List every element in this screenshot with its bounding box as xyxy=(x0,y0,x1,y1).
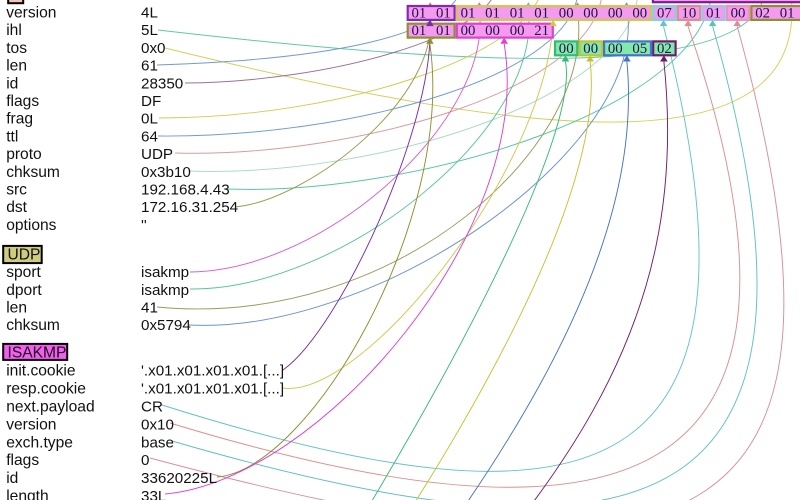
svg-text:src: src xyxy=(6,182,27,199)
svg-text:ttl: ttl xyxy=(6,128,18,145)
svg-text:version: version xyxy=(6,5,56,22)
svg-text:0: 0 xyxy=(141,452,149,469)
svg-text:5L: 5L xyxy=(141,22,158,39)
svg-text:id: id xyxy=(6,470,18,487)
svg-text:isakmp: isakmp xyxy=(141,264,189,281)
svg-text:DF: DF xyxy=(141,93,161,110)
svg-text:64: 64 xyxy=(141,128,158,145)
svg-text:00: 00 xyxy=(583,6,598,22)
svg-text:00: 00 xyxy=(583,41,598,57)
svg-text:CR: CR xyxy=(141,398,163,415)
svg-text:01: 01 xyxy=(461,6,476,22)
svg-text:chksum: chksum xyxy=(6,164,60,181)
svg-text:01: 01 xyxy=(436,23,451,39)
svg-text:'.x01.x01.x01.x01.[...]: '.x01.x01.x01.x01.[...] xyxy=(141,380,284,397)
svg-text:base: base xyxy=(141,434,174,451)
svg-text:61: 61 xyxy=(141,58,158,75)
svg-text:'': '' xyxy=(141,217,147,234)
svg-text:41: 41 xyxy=(141,300,158,317)
svg-text:version: version xyxy=(6,416,56,433)
svg-text:init.cookie: init.cookie xyxy=(6,363,75,380)
svg-text:length: length xyxy=(6,488,49,500)
svg-text:00: 00 xyxy=(485,23,500,39)
svg-text:next.payload: next.payload xyxy=(6,398,94,415)
svg-text:id: id xyxy=(6,75,18,92)
svg-text:len: len xyxy=(6,58,27,75)
svg-text:01: 01 xyxy=(706,6,721,22)
svg-text:proto: proto xyxy=(6,146,42,163)
svg-text:isakmp: isakmp xyxy=(141,282,189,299)
svg-text:'.x01.x01.x01.x01.[...]: '.x01.x01.x01.x01.[...] xyxy=(141,363,284,380)
svg-text:UDP: UDP xyxy=(8,246,41,263)
svg-text:0L: 0L xyxy=(141,111,158,128)
svg-text:frag: frag xyxy=(6,111,33,128)
svg-text:UDP: UDP xyxy=(141,146,173,163)
svg-text:10: 10 xyxy=(682,6,697,22)
svg-text:flags: flags xyxy=(6,452,39,469)
svg-text:00: 00 xyxy=(559,41,574,57)
svg-text:0x10: 0x10 xyxy=(141,416,174,433)
svg-text:4L: 4L xyxy=(141,5,158,22)
svg-text:01: 01 xyxy=(412,23,427,39)
svg-text:00: 00 xyxy=(608,6,623,22)
svg-text:172.16.31.254: 172.16.31.254 xyxy=(141,199,238,216)
svg-text:0x3b10: 0x3b10 xyxy=(141,164,191,181)
svg-text:tos: tos xyxy=(6,40,27,57)
svg-text:192.168.4.43: 192.168.4.43 xyxy=(141,182,230,199)
svg-text:0x5794: 0x5794 xyxy=(141,317,191,334)
svg-text:dst: dst xyxy=(6,199,27,216)
svg-text:01: 01 xyxy=(436,6,451,22)
svg-text:00: 00 xyxy=(632,6,647,22)
svg-text:21: 21 xyxy=(534,23,549,39)
svg-text:flags: flags xyxy=(6,93,39,110)
svg-text:0x0: 0x0 xyxy=(141,40,166,57)
svg-text:01: 01 xyxy=(534,6,549,22)
svg-text:dport: dport xyxy=(6,282,42,299)
svg-text:00: 00 xyxy=(510,23,525,39)
svg-text:resp.cookie: resp.cookie xyxy=(6,380,86,397)
svg-text:sport: sport xyxy=(6,264,41,281)
svg-text:02: 02 xyxy=(755,6,770,22)
svg-text:33L: 33L xyxy=(141,488,166,500)
svg-text:28350: 28350 xyxy=(141,75,183,92)
svg-text:01: 01 xyxy=(412,6,427,22)
svg-text:len: len xyxy=(6,300,27,317)
svg-text:01: 01 xyxy=(510,6,525,22)
svg-text:00: 00 xyxy=(461,23,476,39)
svg-text:00: 00 xyxy=(731,6,746,22)
svg-text:02: 02 xyxy=(657,41,672,57)
svg-text:00: 00 xyxy=(608,41,623,57)
svg-text:05: 05 xyxy=(632,41,647,57)
svg-text:options: options xyxy=(6,217,56,234)
svg-text:ihl: ihl xyxy=(6,22,22,39)
svg-text:33620225L: 33620225L xyxy=(141,470,217,487)
svg-text:ISAKMP: ISAKMP xyxy=(8,344,67,361)
svg-text:07: 07 xyxy=(657,6,672,22)
svg-text:chksum: chksum xyxy=(6,317,60,334)
svg-text:exch.type: exch.type xyxy=(6,434,73,451)
svg-text:01: 01 xyxy=(485,6,500,22)
svg-text:01: 01 xyxy=(780,6,795,22)
svg-text:00: 00 xyxy=(559,6,574,22)
